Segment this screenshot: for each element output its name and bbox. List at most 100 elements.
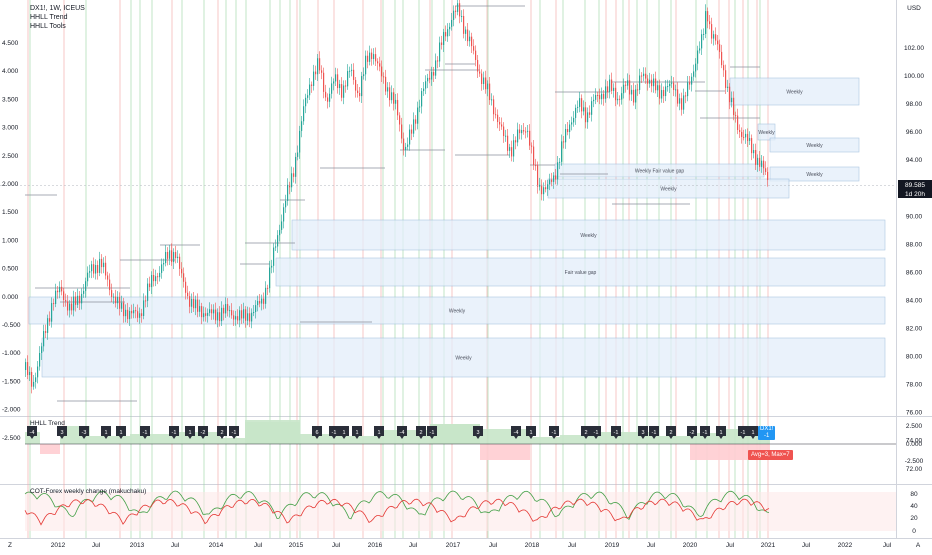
candle-body xyxy=(55,290,57,305)
candle-body xyxy=(339,84,341,89)
time-axis-label: 2015 xyxy=(289,542,304,549)
candle-body xyxy=(725,70,727,88)
trend-badge xyxy=(312,426,322,439)
trend-badge-value: 1 xyxy=(119,430,122,436)
pane3-title[interactable]: COT-Forex weekly change (makuchaku) xyxy=(30,488,147,495)
candle-body xyxy=(293,173,295,177)
trend-badge-value: -4 xyxy=(514,430,519,436)
candle-body xyxy=(307,95,309,98)
candle-body xyxy=(123,302,125,317)
trend-badge xyxy=(611,426,621,439)
trend-badge xyxy=(687,426,697,439)
candle-body xyxy=(743,136,745,138)
trend-badge-value: 1 xyxy=(342,430,345,436)
candle-body xyxy=(367,55,369,62)
trend-area xyxy=(330,436,380,444)
candle-body xyxy=(333,81,335,84)
symbol-tag-name: DX1! xyxy=(760,426,774,432)
zone-box xyxy=(769,137,860,153)
candle-body xyxy=(611,79,613,91)
candle-body xyxy=(595,94,597,100)
trend-badge xyxy=(140,426,150,439)
trend-badge-value: -1 xyxy=(614,430,619,436)
candle-body xyxy=(301,121,303,131)
trend-badge-value: -4 xyxy=(400,430,405,436)
indicator-hhll-tools[interactable]: HHLL Tools xyxy=(30,23,66,30)
trend-badge xyxy=(526,426,536,439)
candle-body xyxy=(111,290,113,298)
cot-axis-label: 40 xyxy=(910,503,918,510)
trend-badge xyxy=(101,426,111,439)
candle-body xyxy=(251,312,253,322)
candle-body xyxy=(125,309,127,317)
candle-body xyxy=(727,86,729,88)
candle-body xyxy=(737,115,739,130)
candle-body xyxy=(751,138,753,154)
pane2-title[interactable]: HHLL Trend xyxy=(30,420,65,427)
candle-body xyxy=(601,93,603,100)
candle-body xyxy=(383,76,385,78)
countdown-value: 1d 20h xyxy=(905,191,925,198)
trend-badge-value: 2 xyxy=(669,430,672,436)
left-axis-label: 2.500 xyxy=(2,153,19,160)
candle-body xyxy=(149,283,151,288)
candle-body xyxy=(627,80,629,86)
axes: USD102.00100.0098.0096.0094.0092.0090.00… xyxy=(2,5,932,549)
candle-body xyxy=(421,91,423,107)
candle-body xyxy=(219,312,221,322)
symbol-title[interactable]: DX1!, 1W, ICEUS xyxy=(30,5,85,12)
trend-badge xyxy=(169,426,179,439)
candle-body xyxy=(401,124,403,139)
candle-body xyxy=(369,52,371,62)
candle-body xyxy=(43,331,45,347)
candle-body xyxy=(459,3,461,17)
candle-body xyxy=(211,309,213,314)
candle-body xyxy=(475,50,477,60)
zone-label: Weekly xyxy=(660,187,677,193)
trend-badge xyxy=(217,426,227,439)
candle-body xyxy=(357,90,359,94)
candle-body xyxy=(729,86,731,103)
candle-body xyxy=(189,296,191,307)
candle-body xyxy=(607,86,609,92)
candle-body xyxy=(241,310,243,319)
candle-body xyxy=(651,79,653,87)
candle-body xyxy=(347,71,349,87)
price-axis-label: 78.00 xyxy=(906,382,923,389)
candle-body xyxy=(405,146,407,150)
candle-body xyxy=(449,26,451,30)
time-axis-label: Jul xyxy=(647,542,656,549)
candle-body xyxy=(63,291,65,300)
price-axis-label: 86.00 xyxy=(906,269,923,276)
candle-body xyxy=(513,140,515,157)
candle-body xyxy=(221,307,223,322)
candle-body xyxy=(353,69,355,80)
price-axis-label: 98.00 xyxy=(906,101,923,108)
candle-body xyxy=(555,175,557,180)
candle-body xyxy=(443,32,445,45)
trend-badge xyxy=(27,426,37,439)
trend-area xyxy=(220,438,245,444)
candle-body xyxy=(667,86,669,88)
candle-body xyxy=(501,124,503,127)
candle-body xyxy=(93,264,95,274)
candle-body xyxy=(117,296,119,304)
candle-body xyxy=(759,157,761,167)
candle-body xyxy=(313,71,315,86)
indicator-hhll-trend[interactable]: HHLL Trend xyxy=(30,14,68,21)
candle-body xyxy=(173,252,175,263)
candle-body xyxy=(469,36,471,42)
candle-body xyxy=(195,299,197,309)
price-axis-currency: USD xyxy=(907,5,921,12)
candle-body xyxy=(365,55,367,75)
cot-axis-label: 0 xyxy=(912,528,916,535)
trend-badge xyxy=(738,426,748,439)
candle-body xyxy=(693,71,695,77)
candle-body xyxy=(267,287,269,289)
zone-box xyxy=(769,166,860,182)
candle-body xyxy=(355,79,357,91)
price-axis-label: 88.00 xyxy=(906,241,923,248)
candle-body xyxy=(685,95,687,97)
